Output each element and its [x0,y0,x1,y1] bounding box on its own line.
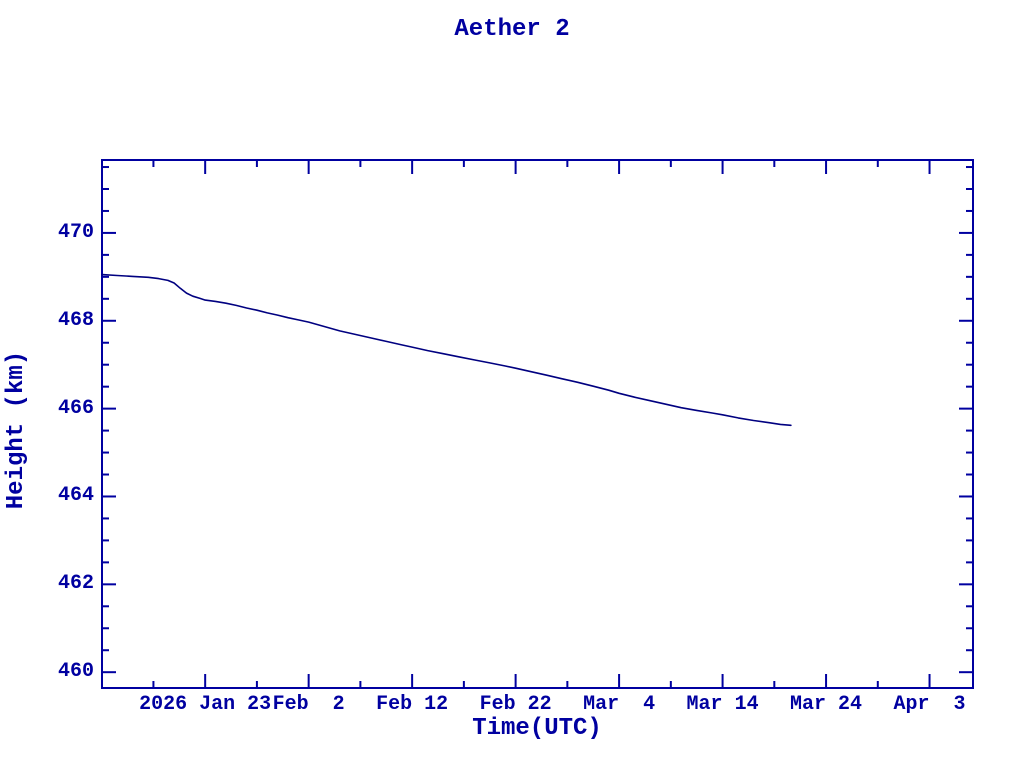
x-tick-label: 2026 Jan 23 [139,693,272,716]
y-tick-label: 466 [57,396,94,420]
x-tick-label: Feb 12 [376,693,449,716]
height-series-line [101,273,792,427]
x-tick-label: Feb 22 [479,693,552,716]
y-axis-title: Height (km) [3,350,30,510]
y-tick-label: 470 [57,220,94,244]
x-tick-label: Apr 3 [893,693,966,716]
y-tick-label: 468 [57,308,94,332]
x-tick-label: Mar 24 [790,693,863,716]
x-tick-label: Feb 2 [272,693,345,716]
plot-frame [101,159,974,689]
y-tick-label: 462 [57,572,94,596]
y-tick-label: 460 [57,660,94,684]
y-tick-label: 464 [57,484,94,508]
x-tick-label: Mar 14 [686,693,759,716]
x-axis-title: Time(UTC) [472,715,602,742]
chart-title: Aether 2 [454,16,570,43]
x-tick-label: Mar 4 [583,693,656,716]
